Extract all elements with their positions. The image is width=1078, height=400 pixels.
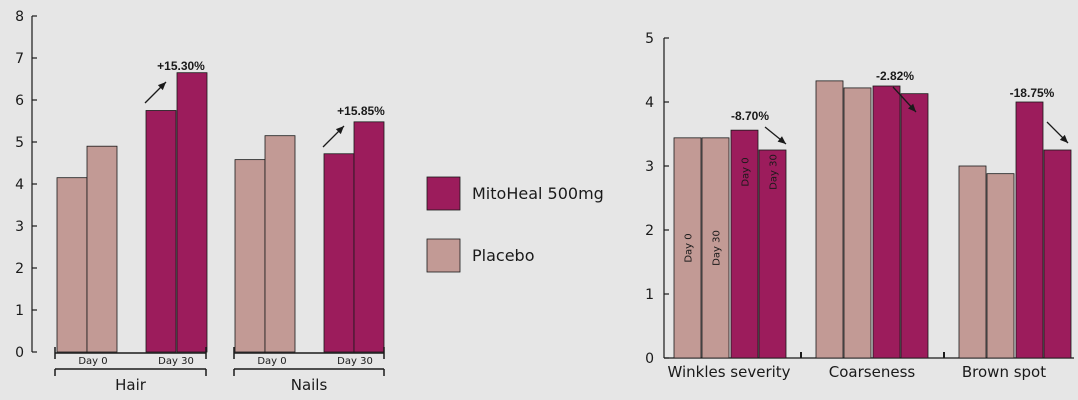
bar <box>900 93 929 359</box>
group-label: Nails <box>291 376 328 394</box>
bar <box>86 145 118 353</box>
legend-label: Placebo <box>472 246 534 265</box>
annotation-arrow-head <box>1059 134 1068 143</box>
group-label: Hair <box>115 376 147 394</box>
bar <box>872 85 901 359</box>
bar <box>673 137 702 359</box>
bar-day-label: Day 30 <box>769 154 780 190</box>
bar <box>56 177 88 353</box>
y-tick-label: 2 <box>15 261 24 277</box>
annotation-arrow-head <box>777 136 786 144</box>
annotation-label: -8.70% <box>731 109 769 123</box>
category-label: Winkles severity <box>667 363 790 381</box>
bar-day-label: Day 0 <box>741 157 752 186</box>
subgroup-label: Day 30 <box>337 356 373 367</box>
bar <box>234 159 266 353</box>
bar <box>958 165 987 359</box>
annotation-label: +15.85% <box>337 104 385 118</box>
bar <box>176 72 208 353</box>
bar <box>1015 101 1044 359</box>
y-tick-label: 8 <box>15 9 24 25</box>
bar <box>986 173 1015 359</box>
y-tick-label: 3 <box>15 219 24 235</box>
bar <box>843 87 872 359</box>
legend-swatch <box>426 238 461 273</box>
y-tick-label: 4 <box>15 177 24 193</box>
bar <box>323 153 355 353</box>
bar-day-label: Day 30 <box>712 230 723 266</box>
bar <box>758 149 787 359</box>
y-tick-label: 6 <box>15 93 24 109</box>
bar <box>145 110 177 353</box>
annotation-label: -2.82% <box>876 69 914 83</box>
subgroup-label: Day 0 <box>78 356 107 367</box>
y-tick-label: 0 <box>15 345 24 361</box>
annotation-label: -18.75% <box>1010 86 1055 100</box>
bar <box>730 129 759 359</box>
y-tick-label: 5 <box>15 135 24 151</box>
y-tick-label: 4 <box>645 95 654 111</box>
bar <box>264 135 296 353</box>
legend-label: MitoHeal 500mg <box>472 184 604 203</box>
annotation-arrow-head <box>157 82 166 91</box>
y-tick-label: 1 <box>645 287 654 303</box>
y-tick-label: 5 <box>645 31 654 47</box>
y-tick-label: 1 <box>15 303 24 319</box>
subgroup-label: Day 0 <box>257 356 286 367</box>
bar <box>815 80 844 359</box>
bar-day-label: Day 0 <box>684 233 695 262</box>
bar <box>1043 149 1072 359</box>
category-label: Coarseness <box>829 363 916 381</box>
bar <box>701 137 730 359</box>
annotation-label: +15.30% <box>157 59 205 73</box>
bar <box>353 121 385 353</box>
y-tick-label: 7 <box>15 51 24 67</box>
y-tick-label: 2 <box>645 223 654 239</box>
subgroup-label: Day 30 <box>158 356 194 367</box>
annotation-arrow-head <box>335 126 344 135</box>
y-tick-label: 0 <box>645 351 654 367</box>
y-tick-label: 3 <box>645 159 654 175</box>
annotation-arrow-head <box>908 103 916 112</box>
category-label: Brown spot <box>962 363 1046 381</box>
legend-swatch <box>426 176 461 211</box>
